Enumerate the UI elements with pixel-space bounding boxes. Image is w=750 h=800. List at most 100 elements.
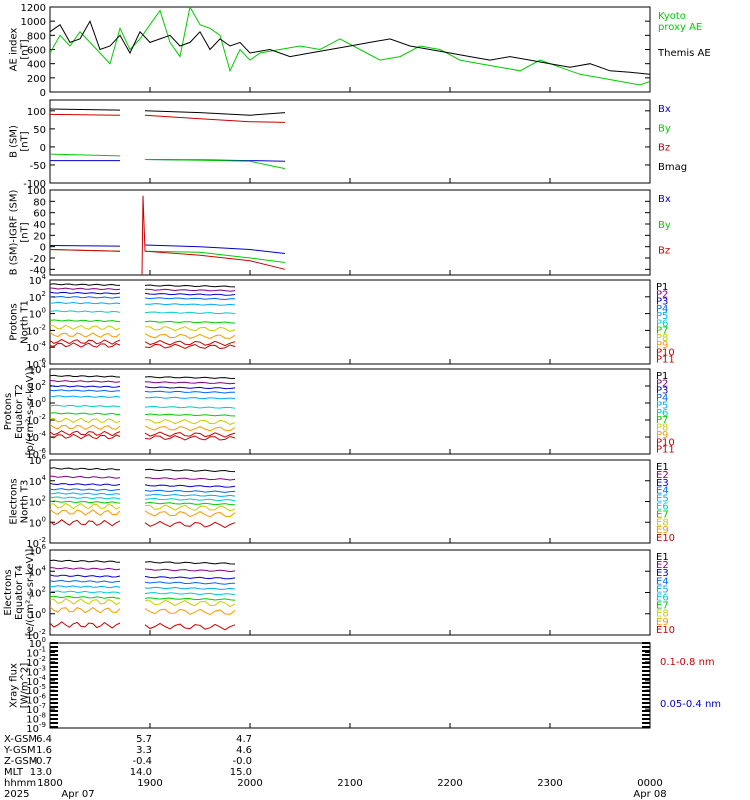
y-axis-label: [e/(cm²-s-sr-keV)] bbox=[25, 549, 36, 637]
footer-row-label: hhmm bbox=[4, 778, 36, 789]
series-line bbox=[50, 395, 121, 398]
y-axis-label: AE index bbox=[9, 28, 20, 72]
legend-entry: E2 bbox=[656, 560, 669, 571]
y-tick-label: 80 bbox=[33, 197, 46, 208]
legend-entry: P10 bbox=[656, 437, 675, 448]
x-tick-label: 0000 bbox=[637, 778, 662, 789]
legend-entry: P8 bbox=[656, 423, 668, 434]
y-axis-label: North T3 bbox=[20, 480, 31, 524]
legend-entry: P4 bbox=[656, 393, 668, 404]
series-line bbox=[144, 340, 236, 347]
y-axis-label: Protons bbox=[3, 393, 14, 430]
y-tick-label: 200 bbox=[27, 74, 46, 85]
legend-entry: E4 bbox=[656, 576, 669, 587]
series-line bbox=[50, 287, 121, 291]
legend-entry: P10 bbox=[656, 347, 675, 358]
series-line bbox=[144, 333, 236, 340]
series-line bbox=[144, 607, 236, 616]
y-axis-label: [nT] bbox=[20, 39, 31, 59]
y-tick-label: 10-9 bbox=[26, 721, 46, 735]
legend-entry: By bbox=[658, 220, 671, 231]
legend-entry: E2 bbox=[656, 470, 669, 481]
y-axis-label: North T1 bbox=[20, 300, 31, 344]
series-line bbox=[50, 424, 121, 431]
series-line bbox=[50, 430, 121, 437]
panel-frame bbox=[49, 99, 651, 184]
x-tick-label: 1900 bbox=[137, 778, 162, 789]
series-line bbox=[144, 592, 236, 596]
footer-row-label: MLT bbox=[4, 767, 24, 778]
legend-entry: P1 bbox=[656, 282, 668, 293]
y-tick-label: 100 bbox=[27, 107, 46, 118]
legend-entry: By bbox=[658, 123, 671, 134]
series-line bbox=[144, 159, 286, 170]
y-tick-label: 100 bbox=[29, 515, 46, 529]
legend-entry: P1 bbox=[656, 371, 668, 382]
series-line bbox=[50, 559, 121, 563]
legend-entry: E6 bbox=[656, 593, 669, 604]
y-tick-label: 60 bbox=[33, 209, 46, 220]
legend-entry: E8 bbox=[656, 517, 669, 528]
series-line bbox=[144, 386, 236, 390]
series-line bbox=[50, 502, 121, 510]
series-line bbox=[50, 606, 121, 614]
legend-entry: P8 bbox=[656, 333, 668, 344]
series-line bbox=[145, 599, 236, 608]
y-tick-label: -50 bbox=[30, 161, 46, 172]
y-tick-label: 1000 bbox=[21, 17, 46, 28]
panel-frame bbox=[49, 459, 651, 544]
y-tick-label: 400 bbox=[27, 60, 46, 71]
series-line bbox=[144, 581, 236, 585]
legend-entry: E8 bbox=[656, 609, 669, 620]
ephemeris-value: 6.4 bbox=[36, 734, 52, 745]
series-line bbox=[144, 561, 236, 565]
y-tick-label: 0 bbox=[40, 88, 46, 99]
legend-entry: P3 bbox=[656, 386, 668, 397]
series-line bbox=[144, 250, 286, 263]
footer-row-label: Z-GSM bbox=[4, 756, 37, 767]
legend-entry: Bx bbox=[658, 194, 671, 205]
series-line bbox=[50, 567, 121, 571]
y-tick-label: 20 bbox=[33, 231, 46, 242]
panel-frame bbox=[49, 6, 651, 93]
y-tick-label: -20 bbox=[30, 254, 46, 265]
series-line bbox=[144, 510, 236, 518]
series-line bbox=[144, 376, 236, 379]
series-line bbox=[50, 595, 121, 599]
series-line bbox=[50, 19, 650, 75]
y-axis-label: [nT] bbox=[20, 222, 31, 242]
series-line bbox=[50, 385, 121, 388]
series-line bbox=[144, 468, 236, 473]
ephemeris-value: 4.6 bbox=[236, 745, 252, 756]
series-line bbox=[50, 579, 121, 583]
legend-entry: E10 bbox=[656, 625, 675, 636]
legend-entry: E10 bbox=[656, 533, 675, 544]
legend-entry: P4 bbox=[656, 304, 668, 315]
series-line bbox=[144, 413, 236, 417]
series-line bbox=[50, 374, 121, 378]
legend-entry: P3 bbox=[656, 297, 668, 308]
legend-entry: P2 bbox=[656, 289, 668, 300]
series-line bbox=[50, 467, 121, 471]
legend-entry: 0.05-0.4 nm bbox=[660, 699, 721, 710]
footer-row-label: 2025 bbox=[4, 789, 29, 800]
y-tick-label: 100 bbox=[27, 186, 46, 197]
legend-entry: P5 bbox=[656, 400, 668, 411]
x-tick-label: 2200 bbox=[437, 778, 462, 789]
ephemeris-value: 3.3 bbox=[136, 745, 152, 756]
y-axis-label: Xray flux bbox=[9, 663, 20, 708]
series-line bbox=[144, 597, 236, 601]
legend-entry: P7 bbox=[656, 326, 668, 337]
panel-frame bbox=[49, 368, 651, 455]
y-tick-label: 104 bbox=[29, 474, 47, 488]
series-line bbox=[50, 519, 121, 527]
y-tick-label: 40 bbox=[33, 220, 46, 231]
series-line bbox=[144, 110, 286, 116]
legend-entry: E6 bbox=[656, 502, 669, 513]
legend-entry: Bx bbox=[658, 104, 671, 115]
y-tick-label: 0 bbox=[40, 143, 46, 154]
series-line bbox=[50, 433, 121, 440]
